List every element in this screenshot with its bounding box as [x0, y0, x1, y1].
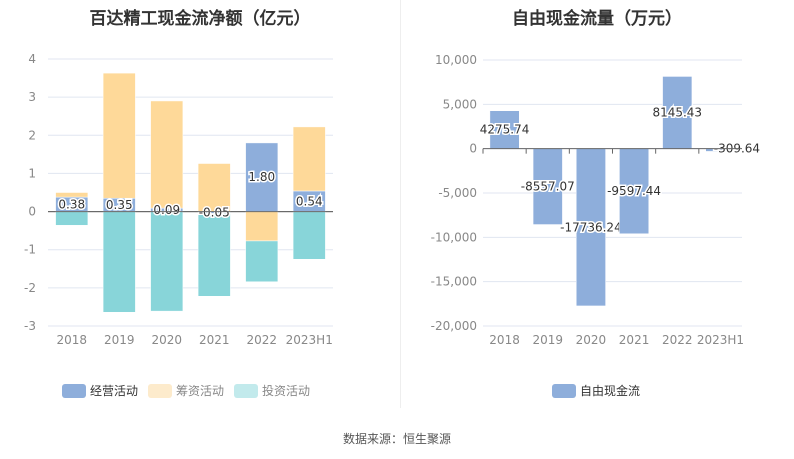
- data-label: 1.80: [248, 170, 275, 184]
- data-label: 0.54: [296, 194, 323, 208]
- data-label: -309.64: [714, 142, 760, 156]
- y-tick-label: 0: [28, 205, 36, 219]
- y-tick-label: -5,000: [438, 186, 477, 200]
- y-tick-label: -2: [24, 281, 36, 295]
- y-tick-label: -10,000: [431, 230, 477, 244]
- bar-investing: [245, 240, 279, 283]
- y-tick-label: 1: [28, 166, 36, 180]
- bar-operating: [245, 142, 279, 212]
- bar-financing: [197, 163, 231, 212]
- x-tick-label: 2020: [576, 333, 607, 347]
- bar-investing: [150, 211, 184, 312]
- legend-item-free-cash-flow[interactable]: 自由现金流: [552, 382, 640, 399]
- legend-label-free-cash-flow: 自由现金流: [580, 384, 641, 398]
- legend-swatch-financing: [148, 383, 173, 398]
- chart-divider: [400, 0, 401, 408]
- data-label: -8557.07: [521, 180, 575, 194]
- x-tick-label: 2022: [246, 333, 277, 347]
- legend-label-financing: 筹资活动: [176, 384, 225, 398]
- data-label: 0.35: [106, 198, 133, 212]
- y-tick-label: 2: [28, 128, 36, 142]
- y-tick-label: 4: [28, 52, 36, 66]
- bar-free-cash-flow: [619, 148, 650, 235]
- x-tick-label: 2023H1: [697, 333, 744, 347]
- data-label: -0.05: [199, 206, 230, 220]
- bar-financing: [55, 192, 89, 198]
- y-tick-label: 0: [469, 142, 477, 156]
- right-chart-title: 自由现金流量（万元）: [512, 9, 682, 29]
- bar-financing: [292, 126, 326, 192]
- bar-financing: [150, 100, 184, 209]
- bar-investing: [55, 211, 89, 226]
- bar-free-cash-flow: [532, 148, 563, 225]
- legend-swatch-operating: [62, 383, 86, 398]
- bar-investing: [292, 211, 326, 260]
- x-tick-label: 2021: [619, 333, 650, 347]
- legend-item-financing[interactable]: 筹资活动: [148, 382, 224, 399]
- right-chart-legend: 自由现金流: [552, 382, 640, 399]
- data-source: 数据来源：恒生聚源: [342, 432, 451, 446]
- data-label: -17736.24: [560, 220, 622, 234]
- y-tick-label: -15,000: [431, 275, 477, 289]
- y-tick-label: 3: [28, 90, 36, 104]
- x-tick-label: 2022: [662, 333, 693, 347]
- bar-investing: [102, 211, 136, 313]
- legend-label-investing: 投资活动: [262, 384, 311, 398]
- bar-financing: [102, 72, 136, 199]
- x-tick-label: 2020: [151, 333, 182, 347]
- data-label: 0.09: [153, 203, 180, 217]
- y-tick-label: -20,000: [431, 319, 477, 333]
- data-label: -9597.44: [607, 184, 661, 198]
- x-tick-label: 2018: [489, 333, 520, 347]
- data-label: 0.38: [58, 197, 85, 211]
- left-chart-legend: 经营活动 筹资活动 投资活动: [62, 382, 310, 399]
- bar-free-cash-flow: [705, 148, 736, 152]
- bar-free-cash-flow: [489, 110, 520, 149]
- y-tick-label: 5,000: [443, 97, 477, 111]
- x-tick-label: 2023H1: [286, 333, 333, 347]
- x-tick-label: 2019: [532, 333, 563, 347]
- bar-investing: [197, 213, 231, 297]
- bar-free-cash-flow: [575, 148, 606, 307]
- x-tick-label: 2019: [104, 333, 135, 347]
- data-label: 4275.74: [480, 123, 530, 137]
- legend-item-investing[interactable]: 投资活动: [234, 382, 310, 399]
- legend-swatch-investing: [234, 383, 259, 398]
- left-chart-title: 百达精工现金流净额（亿元）: [89, 9, 311, 29]
- x-tick-label: 2021: [199, 333, 230, 347]
- legend-label-operating: 经营活动: [90, 384, 139, 398]
- y-tick-label: -3: [24, 319, 36, 333]
- legend-swatch-free-cash-flow: [552, 383, 576, 398]
- y-tick-label: 10,000: [435, 53, 477, 67]
- data-label: 8145.43: [652, 106, 702, 120]
- legend-item-operating[interactable]: 经营活动: [62, 382, 138, 399]
- y-tick-label: -1: [24, 243, 36, 257]
- cash-flow-stacked-bar-chart: -3 -2 -1 0 1 2 3 4 2018 0.38 2019 0.35 2020 0.09 2021 -…: [24, 52, 333, 347]
- x-tick-label: 2018: [56, 333, 87, 347]
- bar-financing: [245, 211, 279, 242]
- bar-free-cash-flow: [662, 76, 693, 149]
